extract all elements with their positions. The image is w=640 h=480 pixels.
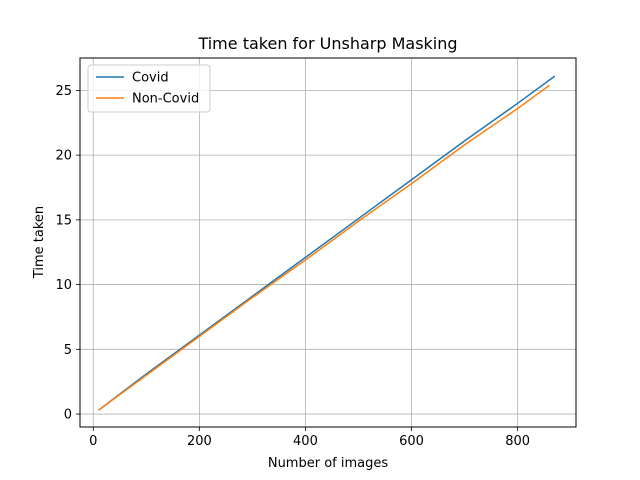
series-line-covid xyxy=(98,75,556,411)
x-tick-label: 0 xyxy=(89,434,97,449)
y-tick-label: 25 xyxy=(55,84,72,99)
legend: Covid Non-Covid xyxy=(87,64,211,113)
legend-label: Covid xyxy=(132,71,169,86)
x-tick-label: 600 xyxy=(399,434,424,449)
y-tick-label: 0 xyxy=(64,408,72,423)
y-tick-label: 5 xyxy=(64,343,72,358)
series-lines xyxy=(98,75,556,411)
chart-title: Time taken for Unsharp Masking xyxy=(197,34,457,53)
series-line-non-covid xyxy=(98,84,550,411)
x-axis-label: Number of images xyxy=(268,456,389,471)
plot-area-frame xyxy=(79,57,577,428)
ticks: 0 200 400 600 800 0 5 10 15 20 25 xyxy=(55,84,530,449)
legend-label: Non-Covid xyxy=(132,92,199,107)
y-tick-label: 20 xyxy=(55,149,72,164)
x-tick-label: 800 xyxy=(505,434,530,449)
y-tick-label: 10 xyxy=(55,278,72,293)
x-tick-label: 400 xyxy=(293,434,318,449)
grid xyxy=(80,58,576,427)
y-axis-label: Time taken xyxy=(32,206,47,279)
y-tick-label: 15 xyxy=(55,213,72,228)
x-tick-label: 200 xyxy=(187,434,212,449)
